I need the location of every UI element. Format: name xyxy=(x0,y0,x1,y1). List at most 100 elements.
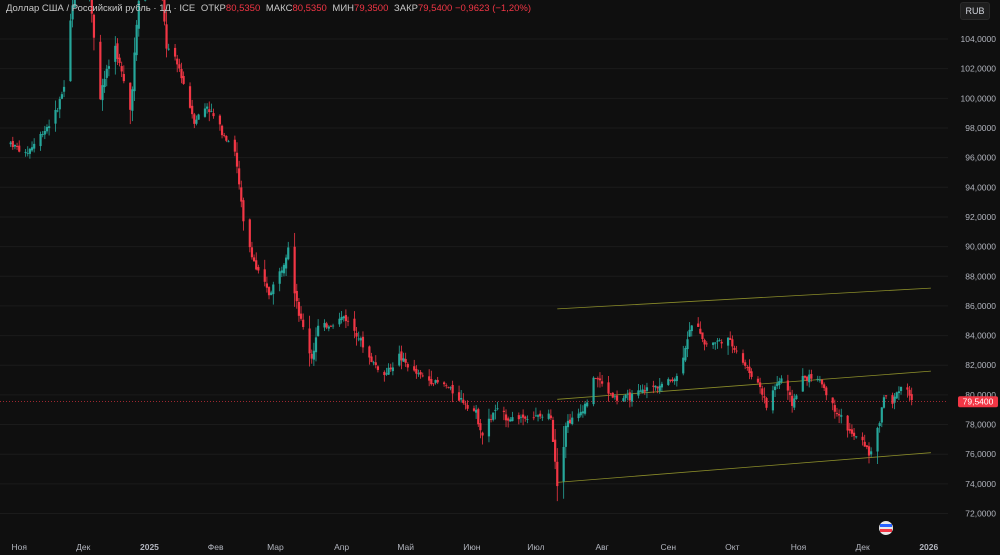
candle-body xyxy=(233,139,236,152)
candle-body xyxy=(729,338,732,340)
candle-body xyxy=(419,372,422,375)
candle-body xyxy=(385,373,388,375)
candle-body xyxy=(539,413,542,417)
candle-body xyxy=(223,135,226,136)
candle-body xyxy=(62,86,66,92)
candle-body xyxy=(611,392,614,398)
candle-body xyxy=(227,141,230,143)
y-tick-label: 76,0000 xyxy=(965,449,996,459)
candle-body xyxy=(596,378,599,380)
candle-body xyxy=(368,346,371,358)
candle-body xyxy=(120,66,123,72)
candle-body xyxy=(714,342,717,344)
candle-body xyxy=(733,347,736,350)
candle-body xyxy=(137,0,140,29)
candle-body xyxy=(180,68,183,79)
candle-body xyxy=(374,362,377,365)
currency-button[interactable]: RUB xyxy=(960,2,990,20)
candle-body xyxy=(391,367,394,372)
symbol-title[interactable]: Доллар США / Российский рубль · 1Д · ICE xyxy=(6,3,196,14)
candle-body xyxy=(331,325,335,327)
candle-body xyxy=(15,146,19,148)
x-axis[interactable]: Ноя Дек 2025 Фев Мар Апр Май Июн Июл Авг Сен Окт Ноя… xyxy=(11,542,938,552)
candle-body xyxy=(823,384,826,389)
candle-body xyxy=(895,392,898,399)
candle-body xyxy=(848,428,851,431)
close-value: 79,5400 xyxy=(417,3,453,14)
candle-body xyxy=(372,362,375,364)
candle-body xyxy=(443,382,446,385)
candle-body xyxy=(697,323,700,327)
candle-body xyxy=(325,323,328,328)
candle-body xyxy=(45,126,49,132)
candle-body xyxy=(899,386,903,392)
candle-body xyxy=(504,414,508,421)
candle-body xyxy=(415,368,418,374)
y-tick-label: 88,0000 xyxy=(965,271,996,281)
y-tick-label: 104,0000 xyxy=(961,34,997,44)
candle-body xyxy=(54,109,57,124)
candle-body xyxy=(11,140,14,148)
open-label: ОТКР xyxy=(200,3,226,14)
candles xyxy=(9,0,913,502)
candle-body xyxy=(855,436,858,438)
candle-body xyxy=(421,375,424,377)
candle-body xyxy=(671,379,674,381)
candle-body xyxy=(519,416,523,418)
candle-body xyxy=(637,390,640,396)
symbol-legend[interactable]: Доллар США / Российский рубль · 1Д · ICE… xyxy=(6,3,531,14)
candle-body xyxy=(173,47,177,57)
y-axis[interactable]: 72,0000 74,0000 76,0000 78,0000 80,0000 82,00… xyxy=(961,34,997,519)
candle-body xyxy=(383,371,386,376)
candle-body xyxy=(451,384,454,394)
candle-body xyxy=(831,397,834,404)
candle-body xyxy=(791,395,794,406)
candle-body xyxy=(178,64,181,69)
candle-body xyxy=(656,386,659,389)
candle-body xyxy=(60,94,64,99)
candle-body xyxy=(579,411,582,416)
candle-body xyxy=(534,415,538,417)
candle-body xyxy=(645,387,649,391)
candle-body xyxy=(577,413,580,419)
candle-body xyxy=(690,325,693,332)
price-tag-text: 79,5400 xyxy=(963,397,994,407)
low-label: МИН xyxy=(332,3,355,14)
candle-body xyxy=(840,415,843,417)
candle-body xyxy=(639,390,642,392)
candle-body xyxy=(272,284,275,295)
candle-body xyxy=(430,379,433,385)
candle-body xyxy=(622,398,625,402)
candle-body xyxy=(897,391,900,394)
candle-body xyxy=(793,398,796,408)
candle-body xyxy=(509,419,512,422)
flag-icon[interactable] xyxy=(879,521,893,535)
candle-body xyxy=(293,246,296,294)
candle-body xyxy=(658,385,661,391)
candle-body xyxy=(48,126,51,129)
y-tick-label: 92,0000 xyxy=(965,212,996,222)
candle-body xyxy=(568,419,572,424)
candle-body xyxy=(73,0,76,8)
candle-body xyxy=(195,119,198,124)
channel-upper-line xyxy=(557,287,931,310)
candle-body xyxy=(317,325,320,337)
candle-body xyxy=(878,423,881,427)
candle-body xyxy=(880,407,883,423)
candle-body xyxy=(280,270,283,273)
candle-body xyxy=(566,420,570,428)
y-tick-label: 100,0000 xyxy=(961,93,997,103)
candle-body xyxy=(131,89,134,111)
candle-body xyxy=(413,366,416,371)
candle-body xyxy=(402,358,405,362)
candle-body xyxy=(240,187,243,202)
candle-body xyxy=(776,383,779,387)
candle-body xyxy=(870,451,873,455)
candle-body xyxy=(487,418,491,437)
candle-body xyxy=(750,371,753,377)
candle-body xyxy=(255,260,258,270)
candle-body xyxy=(801,375,804,392)
candle-body xyxy=(825,387,828,396)
candle-body xyxy=(786,380,789,391)
